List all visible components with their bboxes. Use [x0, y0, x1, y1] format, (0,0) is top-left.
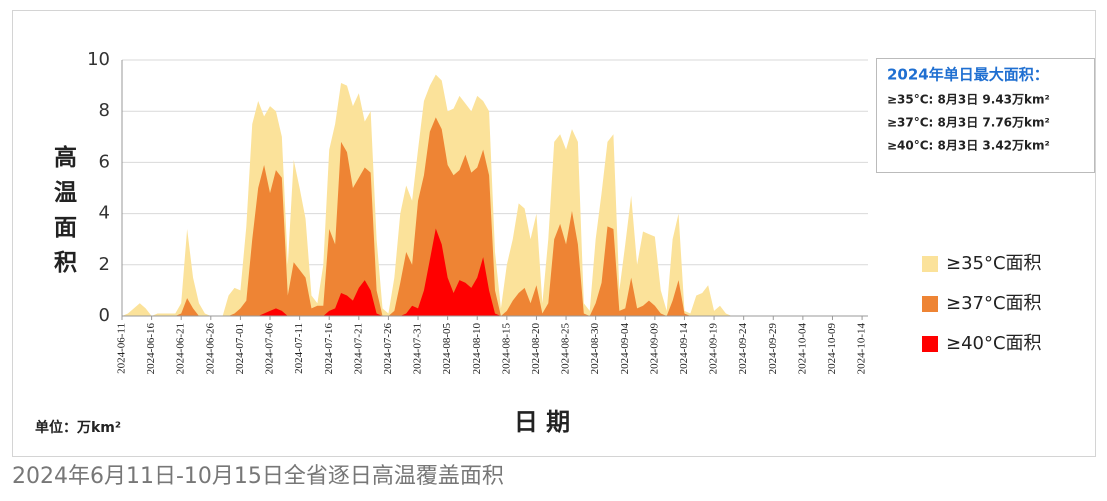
- x-tick-label: 2024-10-14: [856, 323, 868, 375]
- y-tick-label: 2: [99, 254, 110, 275]
- x-tick-label: 2024-07-11: [293, 323, 305, 374]
- annotation-title: 2024年单日最大面积：: [887, 66, 1049, 84]
- x-tick-label: 2024-08-05: [441, 323, 453, 375]
- annotation-box: [876, 58, 1095, 173]
- x-tick-label: 2024-09-19: [708, 323, 720, 375]
- x-tick-label: 2024-08-10: [471, 323, 483, 375]
- y-tick-label: 4: [99, 203, 110, 224]
- x-tick-label: 2024-06-16: [145, 323, 157, 375]
- legend-label: ≥35°C面积: [946, 253, 1042, 274]
- x-axis-label: 日 期: [514, 408, 570, 436]
- x-tick-label: 2024-09-29: [767, 323, 779, 375]
- legend-label: ≥40°C面积: [946, 333, 1042, 354]
- y-tick-label: 10: [87, 49, 110, 70]
- annotation: ≥37°C: 8月3日 7.76万km²: [887, 116, 1050, 130]
- x-tick-label: 2024-08-25: [560, 323, 572, 375]
- x-tick-label: 2024-06-26: [204, 323, 216, 375]
- x-tick-label: 2024-09-24: [737, 323, 749, 375]
- x-tick-label: 2024-07-01: [234, 323, 246, 374]
- x-tick-label: 2024-10-09: [826, 323, 838, 375]
- x-tick-label: 2024-08-20: [530, 323, 542, 375]
- x-tick-label: 2024-10-04: [796, 323, 808, 375]
- x-tick-label: 2024-08-30: [589, 323, 601, 375]
- x-tick-label: 2024-06-11: [116, 323, 128, 374]
- y-tick-label: 6: [99, 151, 110, 172]
- x-tick-label: 2024-07-21: [352, 323, 364, 374]
- annotation: ≥35°C: 8月3日 9.43万km²: [887, 93, 1050, 107]
- x-tick-label: 2024-06-21: [175, 323, 187, 374]
- area: [122, 117, 868, 317]
- legend-swatch: [922, 336, 938, 352]
- x-tick-label: 2024-07-31: [412, 323, 424, 374]
- x-tick-label: 2024-07-06: [264, 323, 276, 375]
- caption: 2024年6月11日-10月15日全省逐日高温覆盖面积: [12, 464, 504, 489]
- legend-swatch: [922, 296, 938, 312]
- legend-label: ≥37°C面积: [946, 293, 1042, 314]
- annotation: ≥40°C: 8月3日 3.42万km²: [887, 139, 1050, 153]
- x-tick-label: 2024-09-04: [619, 323, 631, 375]
- y-tick-label: 0: [99, 305, 110, 326]
- x-tick-label: 2024-09-09: [648, 323, 660, 375]
- x-tick-label: 2024-07-16: [323, 323, 335, 375]
- unit: 单位：万km²: [35, 419, 121, 436]
- y-axis-label: 高 温 面 积: [50, 144, 78, 275]
- legend-swatch: [922, 256, 938, 272]
- x-tick-label: 2024-07-26: [382, 323, 394, 375]
- y-tick-label: 8: [99, 100, 110, 121]
- x-tick-label: 2024-09-14: [678, 323, 690, 375]
- x-tick-label: 2024-08-15: [500, 323, 512, 375]
